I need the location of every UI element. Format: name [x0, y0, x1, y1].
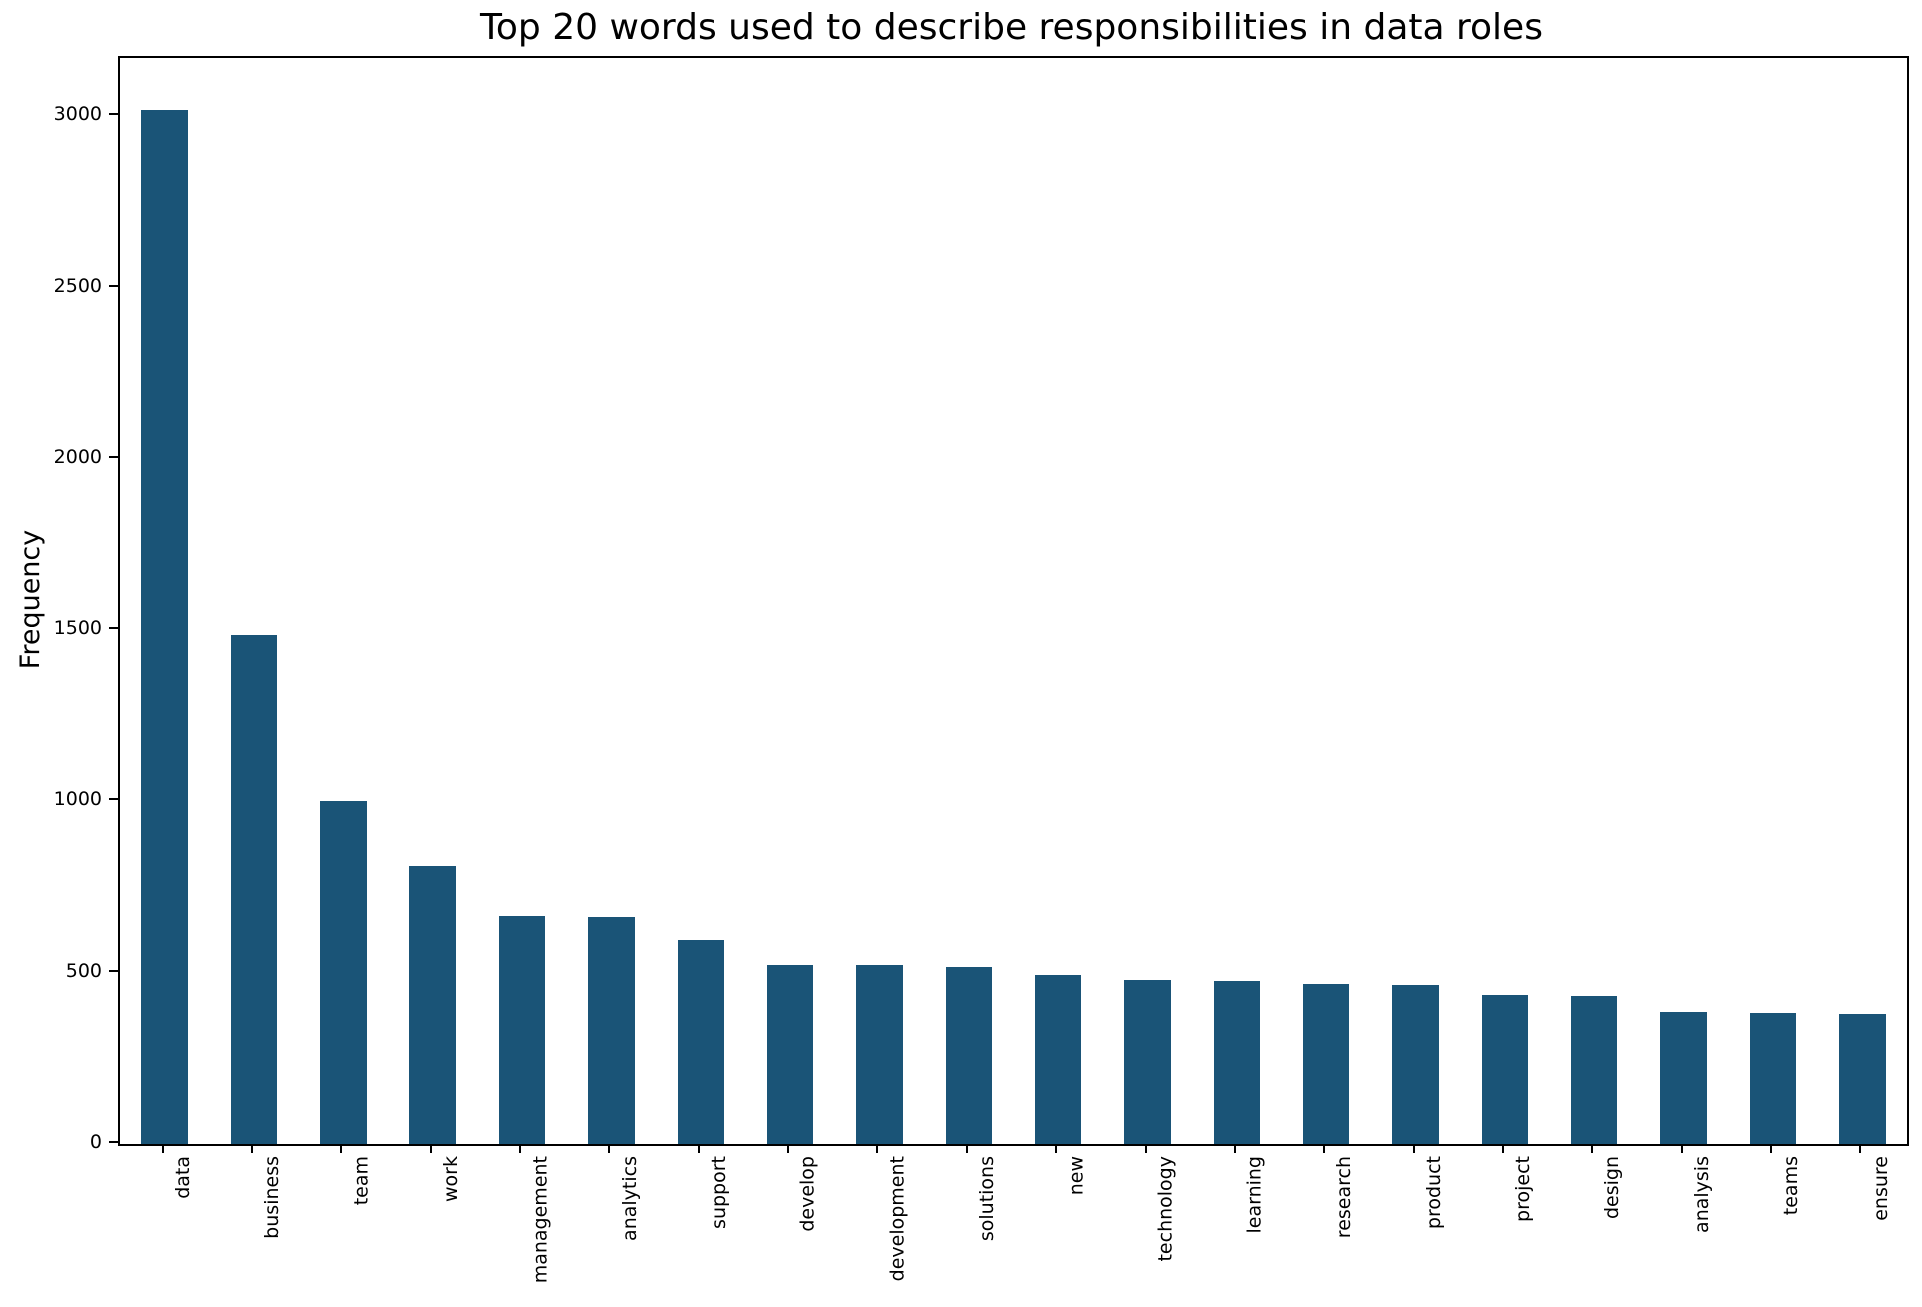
x-tick-label-technology: technology — [1154, 1156, 1177, 1262]
plot-area — [118, 56, 1909, 1146]
x-tick-label-analytics: analytics — [618, 1156, 641, 1241]
bar-management — [498, 915, 546, 1144]
bar-work — [409, 865, 456, 1144]
bar-develop — [766, 964, 814, 1144]
x-tick-label-analysis: analysis — [1690, 1156, 1713, 1233]
x-tick-label-support: support — [707, 1156, 730, 1229]
y-tick-label: 500 — [65, 959, 102, 982]
bar-product — [1392, 985, 1439, 1144]
bar-business — [230, 635, 278, 1144]
x-tick-label-product: product — [1422, 1156, 1445, 1230]
x-tick-mark — [1233, 1144, 1236, 1153]
x-tick-mark — [965, 1144, 968, 1153]
y-tick-label: 1000 — [53, 788, 102, 811]
x-tick-label-project: project — [1511, 1156, 1534, 1222]
x-tick-label-management: management — [529, 1156, 552, 1284]
x-tick-mark — [161, 1144, 164, 1153]
x-tick-mark — [1055, 1144, 1058, 1153]
x-tick-mark — [787, 1144, 790, 1153]
x-tick-label-new: new — [1065, 1156, 1088, 1196]
y-tick-label: 2500 — [53, 274, 102, 297]
x-tick-label-business: business — [261, 1156, 284, 1239]
x-tick-label-ensure: ensure — [1869, 1156, 1892, 1221]
y-axis-label: Frequency — [15, 529, 47, 669]
x-tick-label-team: team — [350, 1156, 373, 1206]
x-tick-mark — [1859, 1144, 1862, 1153]
bar-learning — [1213, 980, 1261, 1144]
y-tick-mark — [109, 1141, 118, 1143]
y-tick-mark — [109, 969, 118, 972]
x-tick-mark — [251, 1144, 254, 1153]
x-tick-label-data: data — [171, 1156, 194, 1199]
bar-new — [1034, 974, 1082, 1144]
x-tick-mark — [1680, 1144, 1683, 1153]
x-tick-label-teams: teams — [1779, 1156, 1802, 1216]
bar-design — [1571, 995, 1618, 1144]
y-tick-mark — [109, 113, 118, 116]
x-tick-mark — [697, 1144, 700, 1153]
bar-development — [856, 964, 903, 1144]
y-tick-mark — [109, 284, 118, 287]
y-tick-mark — [109, 627, 118, 630]
x-tick-mark — [1323, 1144, 1326, 1153]
x-tick-label-develop: develop — [797, 1156, 820, 1232]
y-tick-mark — [109, 798, 118, 801]
bar-analytics — [588, 917, 635, 1144]
bar-solutions — [945, 966, 993, 1144]
chart-title: Top 20 words used to describe responsibi… — [480, 7, 1543, 48]
bar-analysis — [1660, 1012, 1707, 1144]
x-tick-mark — [876, 1144, 879, 1153]
x-tick-label-design: design — [1601, 1156, 1624, 1220]
x-tick-label-solutions: solutions — [975, 1156, 998, 1242]
y-tick-label: 1500 — [53, 617, 102, 640]
x-tick-label-development: development — [886, 1156, 909, 1282]
x-tick-label-work: work — [439, 1156, 462, 1202]
x-tick-mark — [1412, 1144, 1415, 1153]
x-tick-mark — [340, 1144, 343, 1153]
x-tick-mark — [1769, 1144, 1772, 1153]
x-tick-mark — [1591, 1144, 1594, 1153]
x-tick-label-research: research — [1333, 1156, 1356, 1239]
y-tick-mark — [109, 455, 118, 458]
bar-project — [1481, 994, 1529, 1144]
y-tick-label: 0 — [89, 1131, 102, 1153]
bar-technology — [1124, 979, 1171, 1144]
bar-support — [677, 940, 724, 1144]
bar-research — [1302, 984, 1350, 1144]
x-tick-mark — [1144, 1144, 1147, 1153]
bar-team — [320, 800, 367, 1144]
y-tick-label: 2000 — [53, 445, 102, 468]
x-tick-label-learning: learning — [1243, 1156, 1266, 1234]
bar-ensure — [1839, 1014, 1886, 1144]
y-tick-label: 3000 — [53, 103, 102, 126]
x-tick-mark — [1501, 1144, 1504, 1153]
bar-data — [141, 109, 188, 1144]
x-tick-mark — [429, 1144, 432, 1153]
bar-teams — [1749, 1013, 1797, 1144]
x-tick-mark — [519, 1144, 522, 1153]
x-tick-mark — [608, 1144, 611, 1153]
